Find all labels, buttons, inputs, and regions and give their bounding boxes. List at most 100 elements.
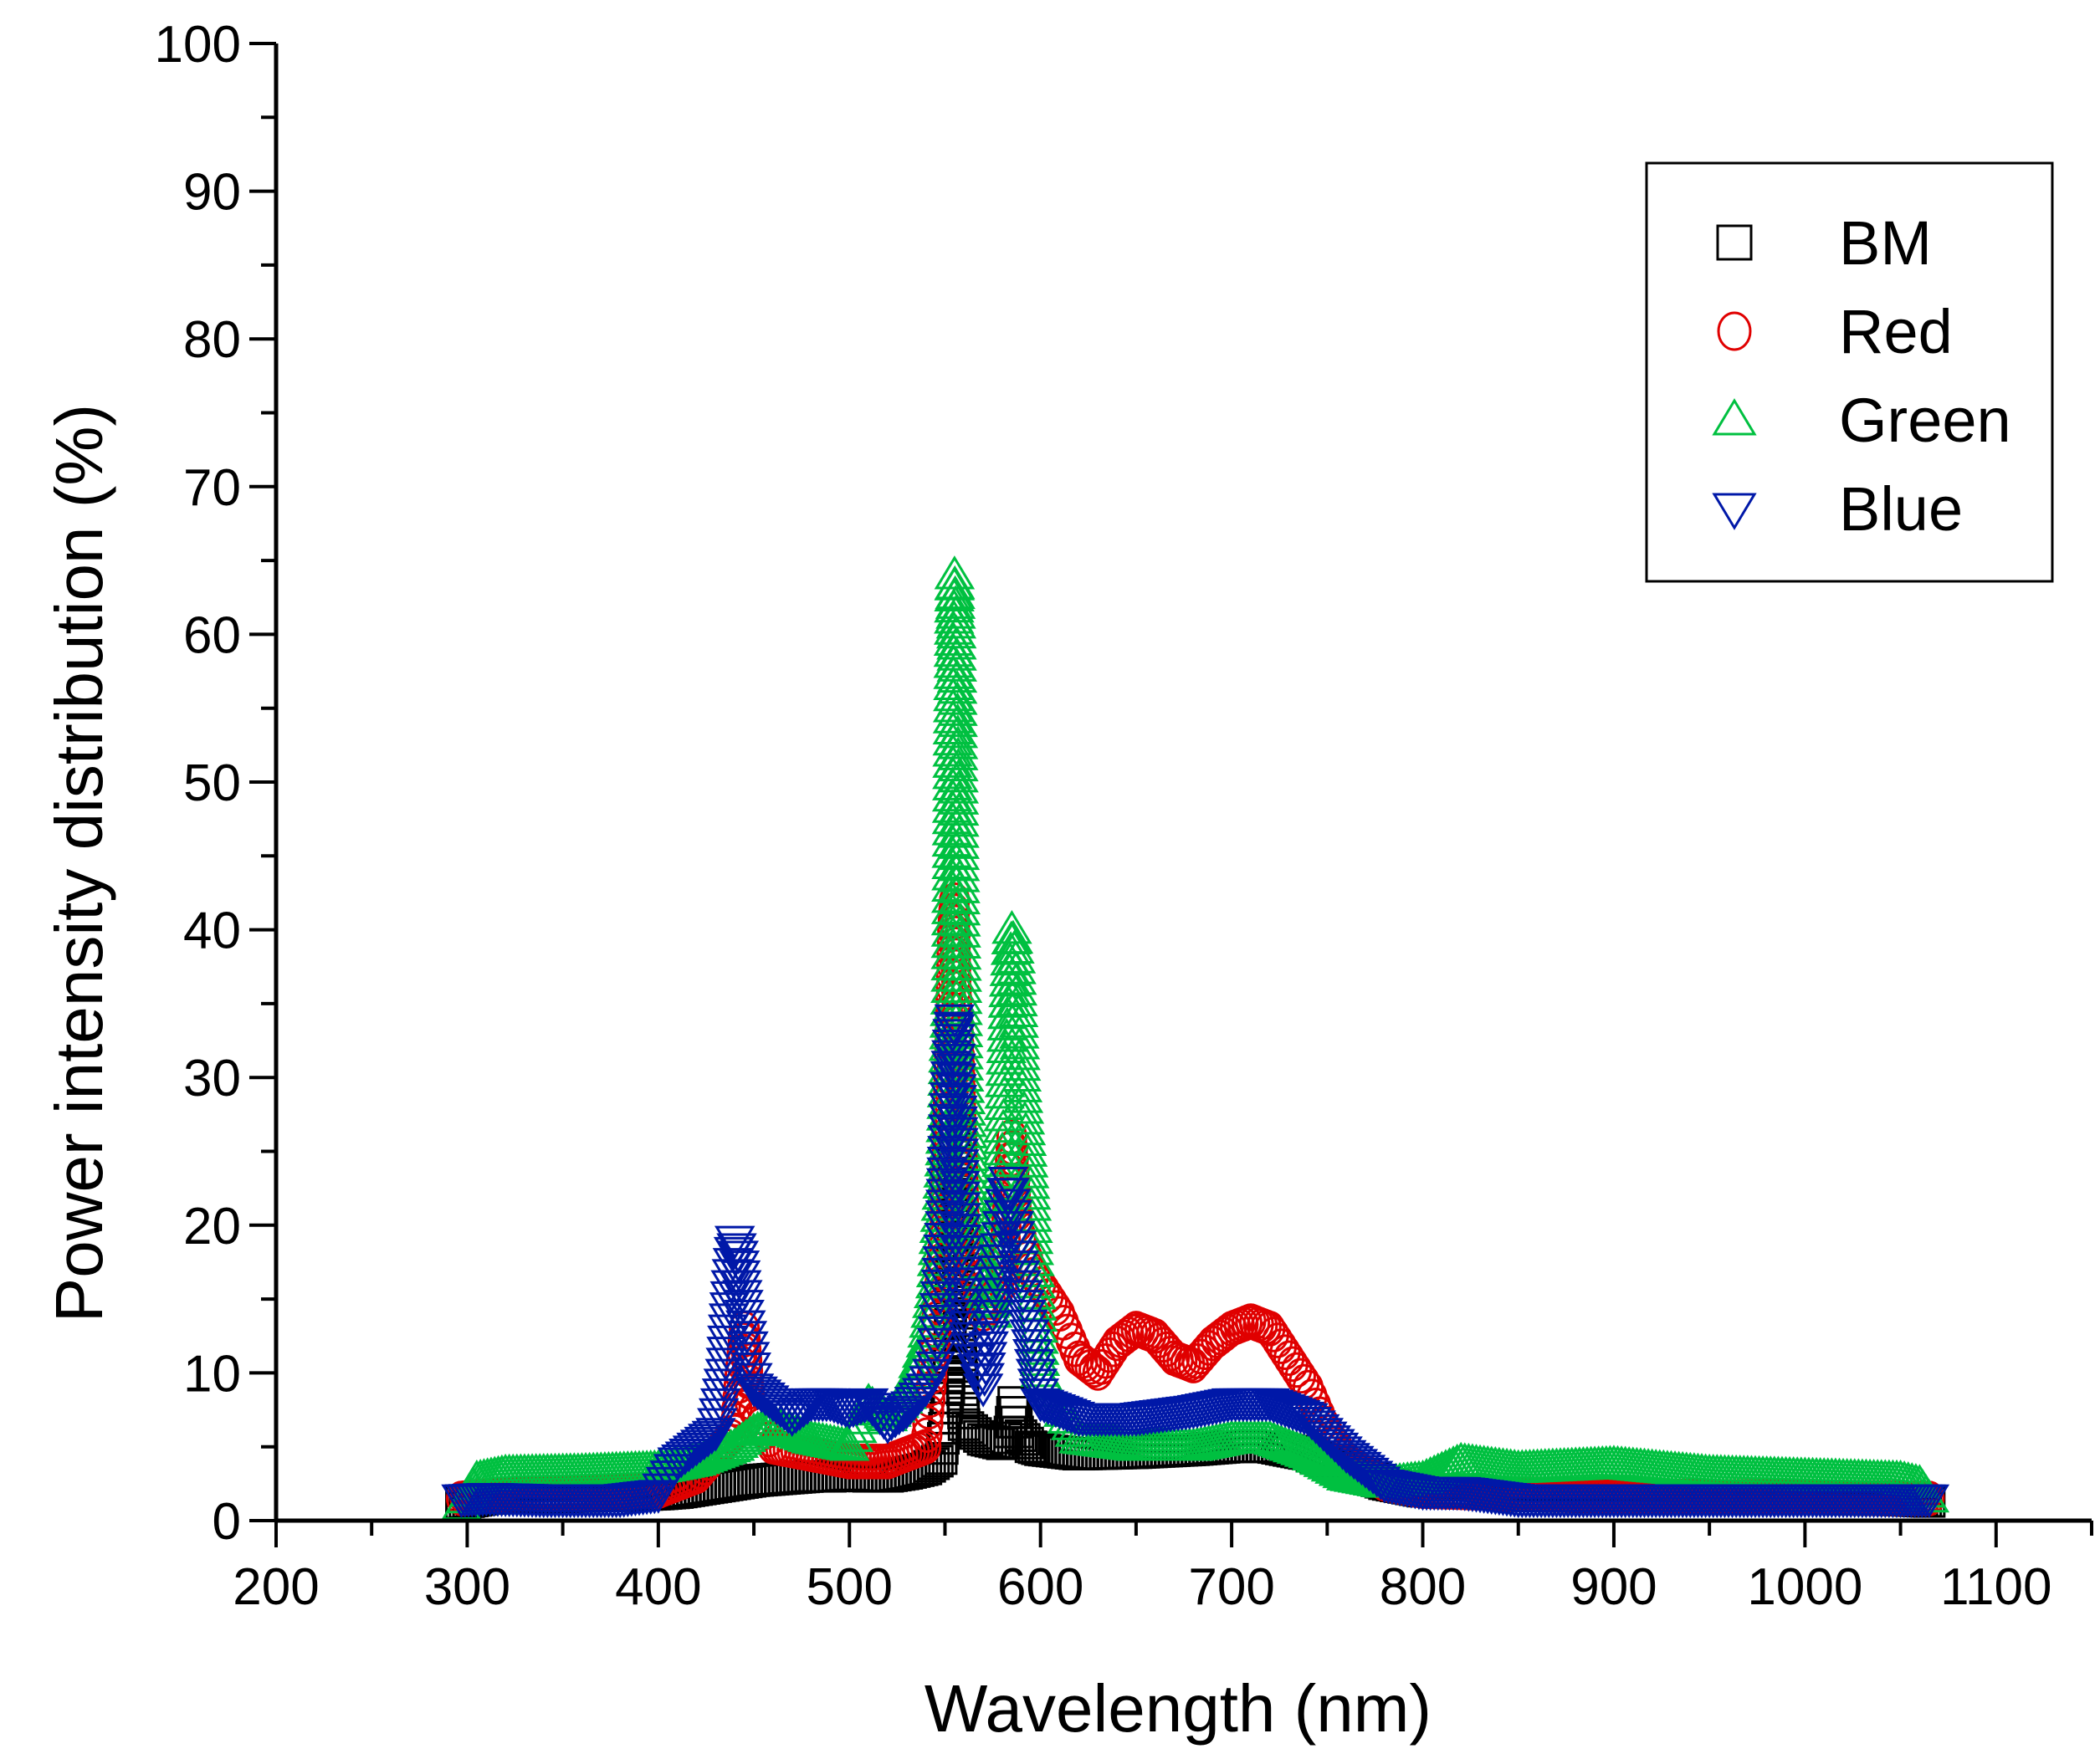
data-point [927, 1136, 968, 1170]
data-point [724, 1299, 765, 1334]
data-point [1265, 1328, 1298, 1364]
data-point [996, 971, 1038, 1006]
data-point [1004, 1290, 1045, 1324]
data-point [941, 958, 982, 992]
data-point [709, 1292, 750, 1327]
data-point [933, 655, 974, 689]
y-tick-label: 40 [183, 903, 241, 960]
data-point [1002, 1280, 1043, 1314]
data-point [1303, 1443, 1344, 1477]
y-tick-label: 0 [213, 1493, 241, 1551]
data-point [996, 960, 1037, 995]
data-point [813, 1389, 855, 1424]
y-tick-label: 80 [183, 311, 241, 369]
x-tick-label: 700 [1188, 1558, 1274, 1616]
data-point [832, 1418, 874, 1452]
data-point [993, 1211, 1034, 1245]
data-point [697, 1408, 738, 1442]
data-point [938, 780, 980, 815]
data-point [927, 1114, 969, 1148]
data-point [941, 969, 983, 1004]
data-point [911, 1417, 943, 1454]
data-point [1280, 1431, 1321, 1465]
data-point [931, 777, 973, 812]
data-point [1011, 1187, 1053, 1221]
data-point [925, 1200, 966, 1235]
data-point [987, 984, 1029, 1018]
data-point [940, 1181, 981, 1216]
data-point [936, 647, 977, 682]
data-point [941, 1235, 983, 1270]
data-point [994, 929, 1035, 964]
data-point [1000, 1046, 1042, 1081]
data-point [936, 1085, 978, 1119]
data-point [940, 913, 981, 948]
data-point [1262, 1322, 1293, 1358]
data-point [925, 1211, 965, 1245]
data-point [991, 909, 1032, 944]
data-point [1298, 1440, 1340, 1475]
data-point [992, 919, 1034, 954]
data-point [725, 1310, 766, 1344]
data-point [1017, 1368, 1058, 1403]
data-point [948, 1322, 990, 1356]
data-point [914, 1351, 956, 1386]
data-point [720, 1260, 761, 1295]
data-point [938, 1138, 980, 1173]
data-point [916, 1327, 958, 1363]
data-point [732, 1363, 773, 1398]
data-point [935, 1053, 977, 1088]
data-point [940, 903, 981, 937]
data-point [935, 1043, 976, 1078]
data-point [962, 1373, 1004, 1408]
data-point [723, 1290, 764, 1324]
data-point [1011, 1329, 1052, 1363]
data-point [728, 1331, 769, 1366]
data-point [722, 1280, 763, 1314]
data-point [998, 1004, 1039, 1038]
data-point [1074, 1349, 1106, 1385]
data-point [928, 1103, 969, 1138]
x-axis-ticks: 200 300 400 500 600 700 800 900 1000 1100 [233, 1521, 2093, 1616]
data-point [701, 1378, 743, 1413]
x-tick-label: 1000 [1747, 1558, 1862, 1616]
data-point [998, 1250, 1040, 1285]
data-point [1003, 1090, 1045, 1124]
data-point [995, 939, 1037, 974]
data-point [964, 1363, 1006, 1398]
data-point [1013, 1348, 1055, 1383]
data-point [1284, 1358, 1316, 1394]
x-tick-label: 600 [997, 1558, 1083, 1616]
data-point [716, 1233, 757, 1267]
data-point [940, 869, 981, 903]
data-point [953, 1343, 994, 1378]
data-point [1006, 1133, 1048, 1167]
x-tick-label: 500 [807, 1558, 893, 1616]
data-point [934, 566, 976, 601]
data-point [941, 1245, 983, 1281]
y-tick-label: 10 [183, 1345, 241, 1403]
y-tick-label: 90 [183, 164, 241, 222]
data-point [937, 681, 978, 715]
data-point [718, 1240, 760, 1275]
legend-label-green: Green [1839, 386, 2011, 455]
data-point [999, 1015, 1040, 1049]
data-marks [441, 555, 1950, 1521]
data-point [940, 1170, 981, 1205]
data-point [1009, 1165, 1051, 1199]
data-point [1001, 1270, 1042, 1305]
y-tick-label: 50 [183, 754, 241, 812]
data-point [1002, 1079, 1044, 1113]
data-point [1113, 1317, 1145, 1352]
data-point [937, 725, 979, 759]
data-point [1272, 1397, 1314, 1431]
data-point [924, 1222, 965, 1257]
data-point [1000, 1035, 1041, 1071]
data-point [927, 1125, 969, 1159]
x-tick-label: 400 [615, 1558, 701, 1616]
data-point [987, 995, 1028, 1030]
data-point [975, 1277, 1016, 1312]
data-point [898, 1344, 939, 1378]
data-point [1283, 1433, 1325, 1467]
